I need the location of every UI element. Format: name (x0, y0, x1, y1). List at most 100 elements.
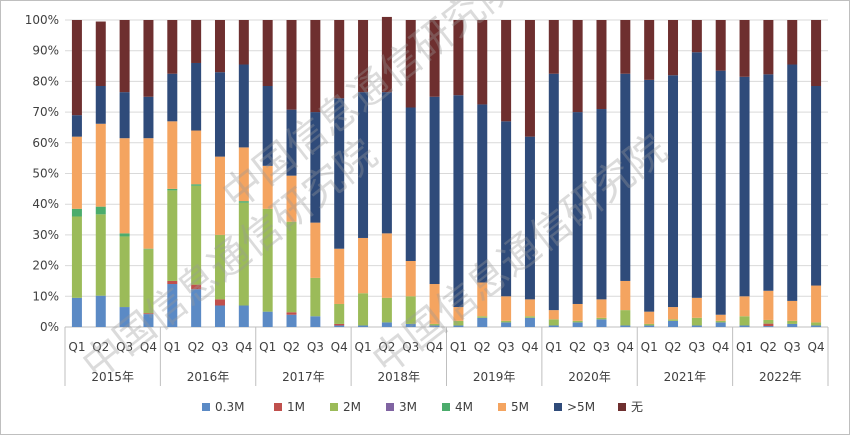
bar-segment-5 (715, 314, 726, 321)
bar-segment-7 (405, 20, 416, 108)
x-tick-label: Q4 (521, 340, 538, 354)
bar-segment-4 (191, 184, 202, 186)
bar-segment-5 (238, 147, 249, 202)
y-tick-label: 0% (40, 320, 59, 334)
bar-segment-5 (739, 296, 750, 317)
bar-segment-0 (763, 326, 774, 327)
bar-segment-2 (668, 319, 679, 321)
bar-segment-4 (238, 201, 249, 203)
bar-segment-6 (811, 86, 822, 286)
bar-segment-2 (453, 320, 464, 326)
x-tick-label: Q1 (545, 340, 562, 354)
bar-segment-1 (763, 323, 774, 327)
bar-segment-5 (572, 303, 583, 321)
bar-segment-1 (286, 312, 297, 315)
bar-segment-6 (238, 64, 249, 148)
bar-segment-5 (668, 307, 679, 320)
x-tick-label: Q4 (331, 340, 348, 354)
bar-segment-7 (811, 20, 822, 87)
bar-segment-7 (739, 20, 750, 77)
x-tick-label: Q2 (92, 340, 109, 354)
legend-swatch-6 (554, 403, 562, 411)
x-group-label: 2019年 (473, 370, 516, 384)
x-tick-label: Q3 (402, 340, 419, 354)
bar-segment-7 (572, 20, 583, 113)
bar-segment-6 (71, 115, 82, 137)
bar-segment-5 (524, 299, 535, 317)
bar-segment-7 (214, 20, 225, 73)
y-tick-label: 30% (32, 228, 59, 242)
bar-segment-6 (310, 112, 321, 223)
bar-segment-2 (358, 293, 369, 326)
bar-segment-6 (167, 73, 178, 122)
legend-swatch-2 (330, 403, 338, 411)
bar-segment-5 (310, 222, 321, 278)
bar-segment-0 (572, 322, 583, 327)
bar-segment-5 (548, 310, 559, 320)
bar-segment-6 (453, 95, 464, 308)
bar-segment-6 (501, 121, 512, 297)
bar-segment-2 (691, 317, 702, 326)
legend-swatch-1 (274, 403, 282, 411)
bar-segment-0 (691, 325, 702, 327)
bar-segment-7 (286, 20, 297, 110)
bar-segment-0 (787, 323, 798, 327)
bar-segment-0 (548, 325, 559, 327)
y-tick-label: 70% (32, 105, 59, 119)
bar-segment-6 (691, 52, 702, 298)
bar-segment-7 (548, 20, 559, 74)
bar-segment-2 (334, 303, 345, 324)
bar-segment-0 (429, 325, 440, 327)
bar-segment-7 (71, 20, 82, 116)
x-tick-label: Q2 (188, 340, 205, 354)
bar-segment-6 (405, 107, 416, 261)
bar-segment-2 (763, 319, 774, 324)
bar-segment-5 (143, 138, 154, 249)
legend-swatch-0 (202, 403, 210, 411)
bar-segment-2 (787, 320, 798, 324)
bar-segment-0 (715, 322, 726, 327)
legend-swatch-5 (498, 403, 506, 411)
bar-segment-7 (763, 20, 774, 75)
bar-segment-5 (453, 307, 464, 321)
bar-segment-0 (620, 325, 631, 327)
x-tick-label: Q1 (641, 340, 658, 354)
bar-segment-2 (262, 208, 273, 312)
bar-segment-5 (119, 138, 130, 234)
bar-segment-6 (334, 98, 345, 249)
y-tick-label: 80% (32, 74, 59, 88)
bar-segment-7 (620, 20, 631, 74)
bar-segment-7 (668, 20, 679, 76)
x-tick-label: Q1 (68, 340, 85, 354)
bar-segment-0 (739, 325, 750, 327)
bar-segment-0 (381, 322, 392, 327)
bar-segment-7 (95, 21, 106, 87)
x-tick-label: Q4 (617, 340, 634, 354)
bar-segment-0 (334, 325, 345, 327)
bar-segment-6 (286, 109, 297, 176)
bar-segment-1 (167, 280, 178, 285)
bar-segment-7 (191, 20, 202, 63)
bar-segment-6 (119, 92, 130, 139)
bar-segment-5 (71, 136, 82, 209)
bar-segment-7 (310, 20, 321, 113)
bar-series (71, 16, 822, 327)
legend: 0.3M 1M 2M 3M 4M 5M >5M 无 (202, 400, 643, 414)
x-axis: Q1 Q2 Q3 Q4 Q1 Q2 Q3 Q4 Q1 Q2 Q3 Q4 Q1 Q2 Q3 Q4 Q1 Q2 Q3 Q4… (64, 327, 829, 386)
bar-segment-0 (405, 323, 416, 327)
bar-segment-5 (214, 156, 225, 235)
bar-segment-7 (644, 20, 655, 80)
bar-segment-0 (358, 325, 369, 327)
bar-segment-0 (668, 320, 679, 327)
bar-segment-2 (501, 320, 512, 323)
bar-segment-2 (405, 296, 416, 324)
bar-segment-6 (381, 92, 392, 234)
bar-segment-5 (596, 299, 607, 318)
bar-segment-4 (119, 233, 130, 237)
x-tick-label: Q3 (116, 340, 133, 354)
bar-segment-1 (334, 323, 345, 326)
bar-segment-5 (620, 280, 631, 311)
bar-segment-7 (381, 16, 392, 93)
